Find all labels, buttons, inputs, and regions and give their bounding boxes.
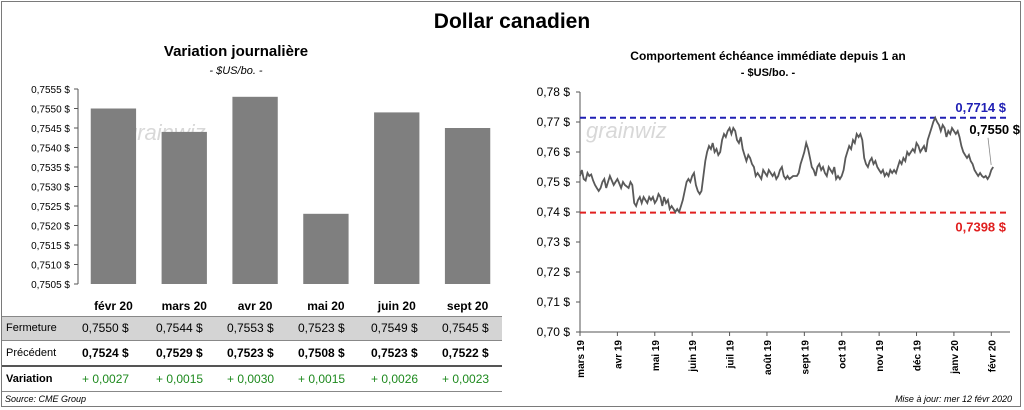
bar xyxy=(444,128,491,284)
source-note: Source: CME Group xyxy=(5,394,87,404)
page-title: Dollar canadien xyxy=(433,10,591,33)
update-note: Mise à jour: mer 12 févr 2020 xyxy=(894,394,1012,404)
bar-y-tick-label: 0,7555 $ xyxy=(31,85,70,96)
bar-y-tick-label: 0,7525 $ xyxy=(31,202,70,213)
table-cell: + 0,0027 xyxy=(82,372,130,386)
table-row-variation: Variation + 0,0027 + 0,0015 + 0,0030 + 0… xyxy=(2,368,502,392)
bar-y-tick-label: 0,7505 $ xyxy=(31,280,70,291)
line-chart-subtitle: - $US/bo. - xyxy=(741,67,796,79)
table-cell: 0,7549 $ xyxy=(371,321,418,335)
bar xyxy=(374,112,420,285)
bar-category-label: févr 20 xyxy=(94,299,133,313)
bar-chart-title: Variation journalière xyxy=(164,43,308,60)
high-value-label: 0,7714 $ xyxy=(955,100,1006,115)
table-cell: + 0,0030 xyxy=(227,372,275,386)
bar xyxy=(161,131,207,284)
table-cell: + 0,0026 xyxy=(371,372,419,386)
table-cell: 0,7553 $ xyxy=(227,321,274,335)
line-x-tick-label: sept 19 xyxy=(800,340,811,375)
line-y-tick-label: 0,72 $ xyxy=(537,265,571,279)
price-series-line xyxy=(579,115,994,215)
line-x-tick-label: févr 20 xyxy=(987,340,998,373)
table-cell: 0,7544 $ xyxy=(156,321,203,335)
line-y-tick-label: 0,74 $ xyxy=(537,205,571,219)
table-cell: 0,7523 $ xyxy=(298,321,345,335)
table-cell: 0,7522 $ xyxy=(442,346,489,360)
line-chart-title: Comportement échéance immédiate depuis 1… xyxy=(630,49,905,63)
line-x-tick-label: juin 19 xyxy=(688,340,699,373)
bar xyxy=(232,96,278,284)
bar-chart-subtitle: - $US/bo. - xyxy=(209,65,263,77)
line-y-tick-label: 0,77 $ xyxy=(537,115,571,129)
last-value-leader xyxy=(987,137,992,166)
bar-category-label: juin 20 xyxy=(377,299,416,313)
bar-category-label: mai 20 xyxy=(307,299,345,313)
low-value-label: 0,7398 $ xyxy=(955,220,1006,235)
bar-y-tick-label: 0,7535 $ xyxy=(31,163,70,174)
bar-category-label: sept 20 xyxy=(447,299,489,313)
table-cell: 0,7550 $ xyxy=(82,321,129,335)
table-cell: 0,7545 $ xyxy=(442,321,489,335)
line-chart: Comportement échéance immédiate depuis 1… xyxy=(537,49,1021,378)
line-y-tick-label: 0,76 $ xyxy=(537,145,571,159)
last-value-label: 0,7550 $ xyxy=(969,122,1020,137)
watermark-right: grainwiz xyxy=(586,118,667,143)
line-y-tick-label: 0,70 $ xyxy=(537,325,571,339)
line-x-tick-label: oct 19 xyxy=(838,340,849,369)
row-label: Précédent xyxy=(6,347,57,359)
line-x-tick-label: mars 19 xyxy=(576,340,587,378)
line-y-tick-label: 0,73 $ xyxy=(537,235,571,249)
line-x-tick-label: juil 19 xyxy=(726,340,737,370)
line-x-tick-label: avr 19 xyxy=(613,340,624,369)
bar-y-tick-label: 0,7540 $ xyxy=(31,144,70,155)
line-x-tick-label: août 19 xyxy=(763,340,774,375)
bar-y-tick-label: 0,7520 $ xyxy=(31,222,70,233)
table-cell: 0,7508 $ xyxy=(298,346,345,360)
row-label: Fermeture xyxy=(6,322,57,334)
line-x-tick-label: nov 19 xyxy=(875,340,886,372)
row-label: Variation xyxy=(6,373,53,385)
line-x-tick-label: janv 20 xyxy=(950,340,961,375)
table-cell: 0,7523 $ xyxy=(227,346,274,360)
bar-y-tick-label: 0,7510 $ xyxy=(31,261,70,272)
line-x-tick-label: mai 19 xyxy=(651,340,662,372)
table-cell: 0,7524 $ xyxy=(82,346,129,360)
bar xyxy=(90,108,137,284)
bar xyxy=(303,213,349,284)
bar-y-tick-label: 0,7530 $ xyxy=(31,183,70,194)
bar-y-tick-label: 0,7545 $ xyxy=(31,124,70,135)
table-cell: 0,7529 $ xyxy=(156,346,203,360)
bar-y-tick-label: 0,7515 $ xyxy=(31,241,70,252)
table-cell: + 0,0023 xyxy=(442,372,490,386)
table-cell: + 0,0015 xyxy=(156,372,204,386)
bar-y-tick-label: 0,7550 $ xyxy=(31,105,70,116)
table-cell: 0,7523 $ xyxy=(371,346,418,360)
line-x-tick-label: déc 19 xyxy=(913,340,924,372)
bar-category-label: avr 20 xyxy=(238,299,273,313)
bar-chart: Variation journalière - $US/bo. - grainw… xyxy=(31,43,491,313)
line-y-tick-label: 0,75 $ xyxy=(537,175,571,189)
line-y-tick-label: 0,78 $ xyxy=(537,85,571,99)
table-cell: + 0,0015 xyxy=(298,372,346,386)
line-y-tick-label: 0,71 $ xyxy=(537,295,571,309)
table-row-fermeture: Fermeture 0,7550 $ 0,7544 $ 0,7553 $ 0,7… xyxy=(2,316,502,341)
table-row-precedent: Précédent 0,7524 $ 0,7529 $ 0,7523 $ 0,7… xyxy=(2,342,502,367)
bar-category-label: mars 20 xyxy=(162,299,208,313)
